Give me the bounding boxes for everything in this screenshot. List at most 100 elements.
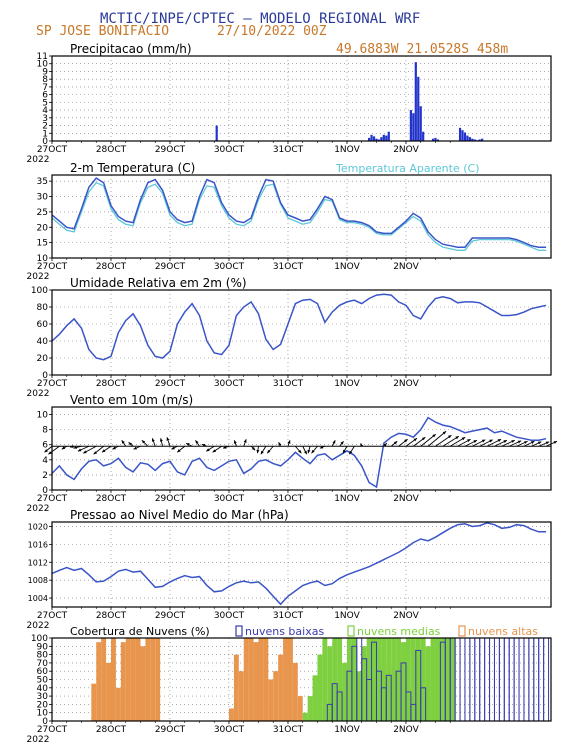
y-tick-label: 6 — [42, 91, 48, 101]
y-tick-label: 100 — [31, 634, 48, 644]
cloud-bar — [150, 638, 156, 721]
wind-arrow-head — [481, 439, 486, 443]
wind-arrow-head — [298, 449, 302, 454]
wind-arrow-head — [545, 441, 550, 445]
year-label: 2022 — [27, 735, 50, 745]
precip-bar — [419, 106, 422, 141]
precip-bar — [431, 138, 435, 141]
cloud-bar — [268, 679, 274, 721]
y-tick-label: 0 — [42, 137, 48, 147]
precip-bar — [412, 113, 415, 141]
panel-title: Vento em 10m (m/s) — [70, 393, 193, 407]
x-tick-label: 28OCT — [96, 611, 127, 621]
wind-arrow-head — [177, 449, 181, 453]
y-tick-label: 20 — [37, 700, 49, 710]
legend-label: nuvens baixas — [245, 625, 324, 638]
cloud-bar — [381, 638, 387, 721]
wind-arrow-head — [343, 449, 346, 454]
wind-arrow-head — [186, 443, 190, 446]
wind-arrow-head — [278, 442, 282, 446]
cloud-bar — [371, 638, 377, 721]
x-tick-label: 27OCT — [37, 494, 68, 504]
series-line — [51, 293, 547, 361]
y-tick-label: 8 — [42, 426, 48, 436]
panel-background — [52, 290, 551, 375]
cloud-bar — [405, 638, 411, 721]
precip-bar — [375, 138, 378, 141]
wind-arrow-head — [349, 450, 353, 455]
y-tick-label: 70 — [37, 659, 49, 669]
wind-arrow-head — [511, 440, 515, 443]
precip-bar — [370, 134, 373, 141]
x-tick-label: 30OCT — [214, 379, 245, 389]
wind-arrow-head — [171, 446, 175, 450]
precip-bar — [372, 136, 376, 141]
panel-background — [52, 56, 551, 141]
precip-bar — [409, 110, 412, 141]
panel-background — [52, 522, 551, 607]
cloud-bar — [238, 671, 244, 721]
cloud-bar — [228, 708, 234, 721]
cloud-bar — [361, 646, 367, 721]
y-tick-label: 9 — [42, 67, 48, 77]
cloud-bar — [401, 642, 406, 721]
y-tick-label: 6 — [42, 441, 48, 451]
wind-arrow-head — [553, 441, 558, 444]
wind-arrow-head — [77, 448, 82, 452]
wind-arrow-head — [340, 441, 344, 445]
y-tick-label: 40 — [37, 337, 49, 347]
panel-frame — [51, 289, 552, 376]
wind-arrow-head — [393, 441, 398, 445]
y-tick-label: 30 — [37, 193, 49, 203]
y-tick-label: 2 — [42, 471, 48, 481]
x-tick-label: 27OCT — [37, 611, 68, 621]
wind-arrow-head — [360, 443, 364, 447]
x-tick-label: 31OCT — [273, 611, 304, 621]
wind-arrow-head — [243, 439, 247, 443]
cloud-bar — [263, 638, 269, 721]
cloud-bar — [351, 638, 357, 721]
cloud-bar — [440, 638, 446, 721]
y-tick-label: 11 — [37, 52, 48, 62]
station-coordinates: 49.6883W 21.0528S 458m — [336, 42, 509, 57]
cloud-bar — [445, 638, 451, 721]
x-tick-label: 1NOV — [334, 145, 360, 155]
y-tick-label: 7 — [42, 83, 48, 93]
precip-bar — [466, 135, 469, 141]
x-tick-label: 28OCT — [96, 725, 127, 735]
cloud-bar — [337, 638, 343, 721]
cloud-bar — [346, 638, 352, 721]
cloud-bar — [115, 687, 121, 721]
cloud-bar — [292, 662, 298, 721]
y-tick-label: 35 — [37, 177, 48, 187]
x-tick-label: 2NOV — [393, 494, 419, 504]
wind-arrow-head — [404, 439, 408, 443]
station-name: SP JOSE BONIFACIO — [36, 24, 170, 39]
y-tick-label: 10 — [37, 254, 49, 264]
precip-bar — [380, 137, 383, 141]
wind-arrow-head — [531, 441, 535, 444]
panel-frame — [51, 55, 552, 142]
cloud-bar — [140, 646, 146, 721]
cloud-bar — [96, 642, 102, 721]
year-label: 2022 — [27, 155, 50, 165]
wind-arrow-head — [311, 449, 315, 454]
x-tick-label: 27OCT — [37, 379, 68, 389]
x-tick-label: 1NOV — [334, 725, 360, 735]
wind-arrow-head — [421, 437, 426, 441]
wind-arrow-head — [128, 442, 132, 446]
cloud-bar — [386, 638, 392, 721]
legend-swatch — [235, 625, 243, 637]
x-tick-label: 31OCT — [273, 725, 304, 735]
cloud-bar — [317, 654, 323, 721]
wind-arrow-head — [195, 440, 199, 444]
wind-arrow-head — [461, 437, 466, 441]
cloud-bar — [130, 638, 136, 721]
wind-arrow-head — [70, 445, 74, 448]
cloud-bar — [110, 638, 116, 721]
x-tick-label: 27OCT — [37, 145, 68, 155]
run-datetime: 27/10/2022 00Z — [217, 24, 327, 39]
precip-bar — [434, 137, 437, 141]
wind-arrow-head — [489, 439, 493, 443]
wind-arrow-head — [304, 450, 307, 455]
